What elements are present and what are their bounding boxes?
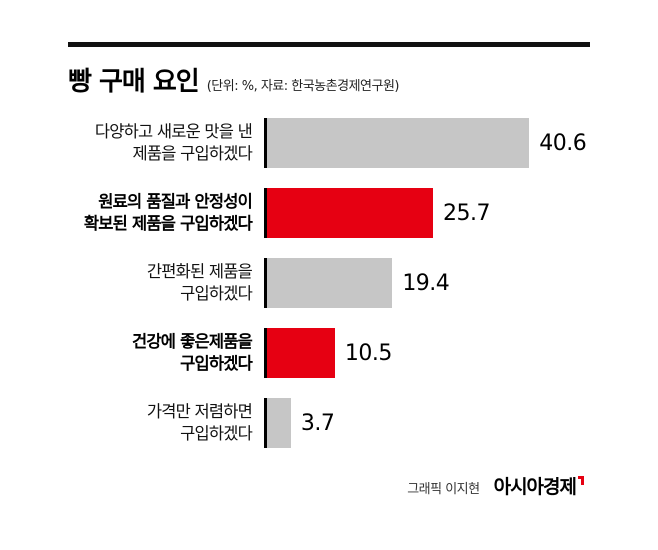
footer-credits: 그래픽 이지현 아시아경제 — [407, 472, 584, 499]
bar-label: 간편화된 제품을 구입하겠다 — [146, 262, 253, 303]
bar-label: 원료의 품질과 안정성이 확보된 제품을 구입하겠다 — [83, 192, 253, 233]
content: 빵 구매 요인 (단위: %, 자료: 한국농촌경제연구원) 다양하고 새로운 … — [0, 42, 658, 448]
bar-chart: 다양하고 새로운 맛을 낸 제품을 구입하겠다 40.6 원료의 품질과 안정성… — [68, 118, 590, 448]
bar-track: 25.7 — [264, 188, 590, 238]
bar-track: 40.6 — [264, 118, 590, 168]
chart-row: 다양하고 새로운 맛을 낸 제품을 구입하겠다 40.6 — [68, 118, 590, 168]
bar-track: 10.5 — [264, 328, 590, 378]
bar-label: 다양하고 새로운 맛을 낸 제품을 구입하겠다 — [94, 122, 253, 163]
chart-subtitle: (단위: %, 자료: 한국농촌경제연구원) — [206, 79, 400, 94]
bar-track: 3.7 — [264, 398, 590, 448]
infographic-page: { "header": { "title": "빵 구매 요인", "subti… — [0, 42, 658, 550]
chart-header: 빵 구매 요인 (단위: %, 자료: 한국농촌경제연구원) — [68, 61, 590, 98]
bar-value: 19.4 — [402, 270, 450, 296]
bar — [267, 188, 434, 238]
bar-value: 3.7 — [300, 410, 335, 436]
bar-value: 25.7 — [443, 200, 490, 226]
chart-row: 간편화된 제품을 구입하겠다 19.4 — [68, 258, 590, 308]
bar-value: 10.5 — [344, 340, 392, 366]
bar-label: 건강에 좋은제품을 구입하겠다 — [132, 332, 253, 373]
brand-logo: 아시아경제 — [493, 476, 577, 498]
bar — [267, 118, 530, 168]
bar — [267, 328, 335, 378]
bar-value: 40.6 — [539, 130, 587, 156]
bar — [267, 258, 393, 308]
brand-mark-icon — [578, 476, 584, 485]
chart-row: 가격만 저렴하면 구입하겠다 3.7 — [68, 398, 590, 448]
chart-row: 원료의 품질과 안정성이 확보된 제품을 구입하겠다 25.7 — [68, 188, 590, 238]
bar — [267, 398, 291, 448]
bar-track: 19.4 — [264, 258, 590, 308]
chart-row: 건강에 좋은제품을 구입하겠다 10.5 — [68, 328, 590, 378]
credit-text: 그래픽 이지현 — [407, 482, 480, 497]
page-title: 빵 구매 요인 — [68, 67, 200, 97]
top-rule — [68, 42, 590, 47]
bar-label: 가격만 저렴하면 구입하겠다 — [146, 402, 253, 443]
